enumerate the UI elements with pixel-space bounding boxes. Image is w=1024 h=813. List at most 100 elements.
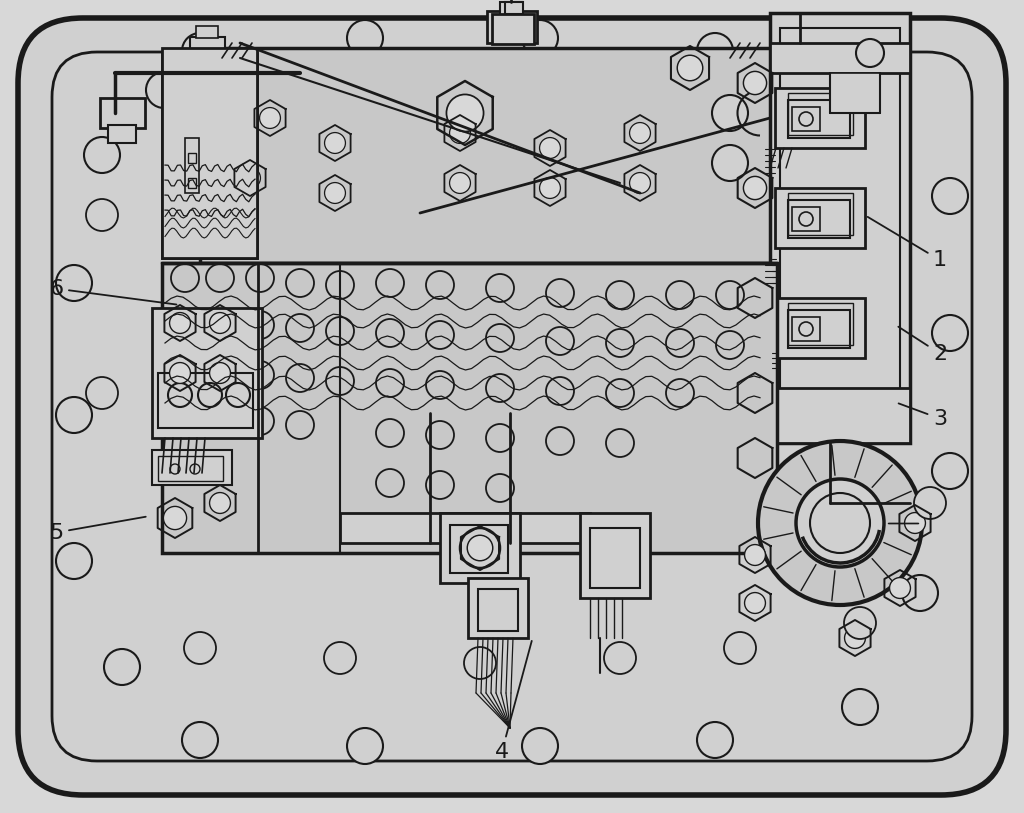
Circle shape (677, 55, 702, 80)
Circle shape (426, 371, 454, 399)
Bar (788, 193, 853, 235)
Bar (152, 308, 262, 438)
Circle shape (540, 137, 560, 159)
Circle shape (890, 577, 910, 598)
Bar (440, 513, 520, 583)
Bar (175, 103, 195, 203)
Circle shape (904, 512, 926, 533)
Circle shape (464, 647, 496, 679)
Circle shape (932, 178, 968, 214)
Circle shape (842, 689, 878, 725)
Circle shape (799, 322, 813, 336)
Text: 2: 2 (898, 327, 947, 363)
Circle shape (104, 649, 140, 685)
Circle shape (259, 107, 281, 128)
Circle shape (376, 269, 404, 297)
FancyBboxPatch shape (18, 18, 1006, 795)
Circle shape (666, 329, 694, 357)
Circle shape (170, 312, 190, 333)
Bar (792, 317, 820, 341)
Circle shape (810, 493, 870, 553)
Bar (158, 456, 223, 481)
Circle shape (546, 279, 574, 307)
Circle shape (376, 469, 404, 497)
Circle shape (198, 383, 222, 407)
Circle shape (844, 607, 876, 639)
Circle shape (286, 269, 314, 297)
Circle shape (171, 264, 199, 292)
Circle shape (171, 359, 199, 387)
Circle shape (666, 281, 694, 309)
Circle shape (546, 427, 574, 455)
Circle shape (86, 377, 118, 409)
Circle shape (325, 183, 345, 203)
Circle shape (56, 543, 92, 579)
Bar (775, 298, 865, 358)
Circle shape (246, 361, 274, 389)
Circle shape (486, 474, 514, 502)
Circle shape (799, 112, 813, 126)
Circle shape (606, 329, 634, 357)
Text: 1: 1 (867, 217, 947, 270)
Circle shape (210, 363, 230, 384)
Circle shape (606, 379, 634, 407)
Bar (590, 528, 640, 588)
Circle shape (184, 632, 216, 664)
Circle shape (146, 72, 182, 108)
Text: 6: 6 (49, 279, 176, 305)
Bar (188, 178, 196, 188)
Bar (788, 93, 853, 135)
Circle shape (170, 363, 190, 384)
Bar (788, 310, 850, 348)
Circle shape (164, 506, 186, 529)
Circle shape (546, 327, 574, 355)
Circle shape (799, 212, 813, 226)
Circle shape (932, 453, 968, 489)
Circle shape (666, 379, 694, 407)
Bar (162, 48, 257, 258)
Bar (775, 88, 865, 148)
Bar (775, 188, 865, 248)
Bar (780, 28, 900, 428)
Text: 5: 5 (49, 517, 145, 542)
Circle shape (190, 464, 200, 474)
Circle shape (743, 176, 767, 200)
Circle shape (450, 123, 470, 143)
Circle shape (210, 493, 230, 514)
Text: 4: 4 (495, 641, 531, 762)
Circle shape (932, 315, 968, 351)
Circle shape (712, 95, 748, 131)
Circle shape (206, 264, 234, 292)
Bar (200, 48, 775, 263)
Circle shape (716, 331, 744, 359)
Circle shape (630, 123, 650, 143)
Bar (162, 53, 257, 258)
Bar (108, 125, 136, 143)
Circle shape (171, 404, 199, 432)
Circle shape (486, 424, 514, 452)
Bar (580, 513, 650, 598)
Circle shape (170, 464, 180, 474)
Bar (788, 100, 850, 138)
Bar (505, 2, 523, 14)
Circle shape (606, 429, 634, 457)
Circle shape (859, 65, 895, 101)
Circle shape (426, 421, 454, 449)
Circle shape (522, 728, 558, 764)
Circle shape (744, 545, 766, 565)
Circle shape (347, 728, 383, 764)
Circle shape (210, 312, 230, 333)
Circle shape (522, 20, 558, 56)
Circle shape (286, 364, 314, 392)
Bar (190, 37, 225, 59)
Bar (487, 11, 537, 43)
Bar (788, 200, 850, 238)
Circle shape (724, 632, 756, 664)
Bar (158, 373, 253, 428)
Circle shape (486, 324, 514, 352)
Circle shape (56, 265, 92, 301)
Bar (770, 388, 910, 443)
Circle shape (606, 281, 634, 309)
Bar (450, 525, 508, 573)
Circle shape (856, 39, 884, 67)
